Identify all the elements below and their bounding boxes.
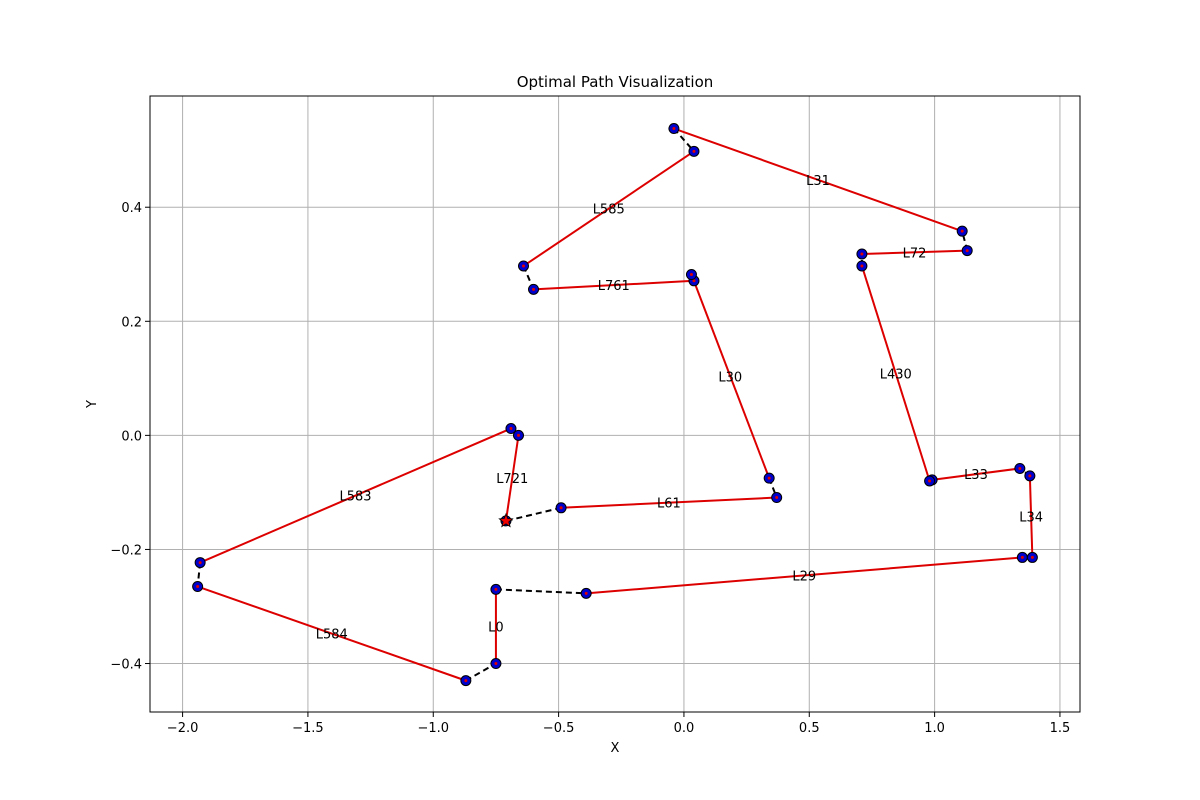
waypoints [192,123,1038,687]
segment-label: L583 [340,490,372,505]
waypoint-center [509,427,513,431]
path-segment [504,435,520,522]
segment-label: L31 [806,174,830,189]
path-segments [197,127,1034,682]
y-axis-label: Y [85,400,100,409]
y-axis-ticks: −0.4 −0.2 0.0 0.2 0.4 [110,201,150,673]
segment-labels: L721 L583 L584 L0 L29 L34 L33 L430 L72 L31 L585 L76… [316,174,1043,643]
connector-line [465,662,497,682]
path-segment [533,279,695,291]
y-tick-label: −0.4 [110,658,142,673]
waypoint-center [860,264,864,268]
plot-frame [149,95,1081,713]
waypoint-center [522,264,526,268]
segment-label: L61 [657,497,681,512]
y-tick-label: 0.4 [121,201,142,216]
waypoint-center [464,679,468,683]
waypoint-center [1020,555,1024,559]
path-segment [860,265,931,482]
path-segment [1028,475,1034,558]
waypoint-center [692,149,696,153]
segment-label: L584 [316,628,348,643]
y-tick-label: 0.2 [121,315,142,330]
path-segment [586,556,1023,595]
waypoint-center [860,252,864,256]
waypoint-center [1018,466,1022,470]
x-tick-label: 0.0 [674,721,695,736]
segment-label: L29 [792,569,816,584]
waypoint-center [196,585,200,589]
segment-label: L0 [488,620,504,635]
path-segment [861,249,968,255]
segment-label: L72 [903,246,927,261]
path-segment [673,127,963,233]
x-tick-label: −1.5 [292,721,324,736]
connector-line [495,588,587,595]
path-segment [561,496,777,509]
waypoint-center [672,127,676,131]
y-tick-label: −0.2 [110,543,142,558]
waypoint-center [198,561,202,565]
segment-label: L33 [964,468,988,483]
waypoint-center [559,506,563,510]
x-axis-ticks: −2.0 −1.5 −1.0 −0.5 0.0 0.5 1.0 1.5 [167,712,1070,736]
segment-label: L430 [880,367,912,382]
path-segment [931,467,1020,481]
waypoint-center [1030,555,1034,559]
waypoint-center [775,496,779,500]
waypoint-center [494,587,498,591]
start-star-marker [498,512,514,528]
path-segment [197,585,467,682]
y-tick-label: 0.0 [121,429,142,444]
waypoint-center [494,662,498,666]
x-tick-label: −1.0 [417,721,449,736]
waypoint-center [1028,474,1032,478]
waypoint-center [965,249,969,253]
waypoint-center [960,229,964,233]
waypoint-center [532,287,536,291]
segment-label: L30 [718,370,742,385]
x-tick-label: −0.5 [543,721,575,736]
waypoint-center [767,476,771,480]
x-tick-label: 1.5 [1050,721,1071,736]
segment-label: L34 [1019,511,1043,526]
path-segment [522,150,695,267]
path-segment [690,274,771,479]
waypoint-center [584,591,588,595]
waypoint-center [928,479,932,483]
x-tick-label: 0.5 [799,721,820,736]
x-axis-label: X [611,741,620,756]
x-tick-label: −2.0 [167,721,199,736]
chart-title: Optimal Path Visualization [517,73,714,91]
x-tick-label: 1.0 [924,721,945,736]
grid [150,96,1080,712]
waypoint-center [692,279,696,283]
segment-label: L761 [598,279,630,294]
segment-label: L721 [496,472,528,487]
waypoint-center [516,433,520,437]
path-segment [199,427,512,564]
segment-label: L585 [593,203,625,218]
waypoint-center [689,273,693,277]
